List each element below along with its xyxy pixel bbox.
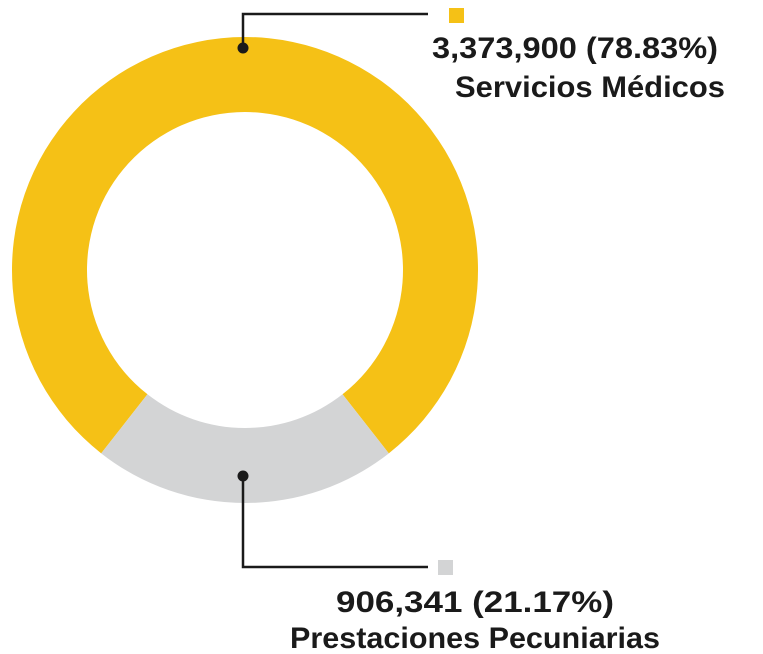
leader-line-servicios-medicos bbox=[241, 12, 428, 48]
donut-slices bbox=[12, 36, 478, 504]
donut-slice-servicios-medicos bbox=[12, 36, 478, 454]
slice-label-prestaciones-pecuniarias: Prestaciones Pecuniarias bbox=[290, 622, 660, 654]
leader-dot-servicios-medicos bbox=[237, 42, 249, 54]
legend-swatch-prestaciones-pecuniarias bbox=[438, 560, 453, 575]
leader-dot-prestaciones-pecuniarias bbox=[237, 470, 249, 482]
slice-label-servicios-medicos: Servicios Médicos bbox=[455, 71, 725, 104]
value-label-prestaciones-pecuniarias: 906,341 (21.17%) bbox=[336, 586, 614, 619]
callout-prestaciones-pecuniarias: 906,341 (21.17%) Prestaciones Pecuniaria… bbox=[237, 470, 660, 654]
callout-servicios-medicos: 3,373,900 (78.83%) Servicios Médicos bbox=[237, 8, 725, 104]
leader-line-prestaciones-pecuniarias bbox=[241, 476, 428, 569]
donut-slice-prestaciones-pecuniarias bbox=[101, 394, 389, 504]
legend-swatch-servicios-medicos bbox=[449, 8, 464, 23]
value-label-servicios-medicos: 3,373,900 (78.83%) bbox=[432, 32, 718, 65]
